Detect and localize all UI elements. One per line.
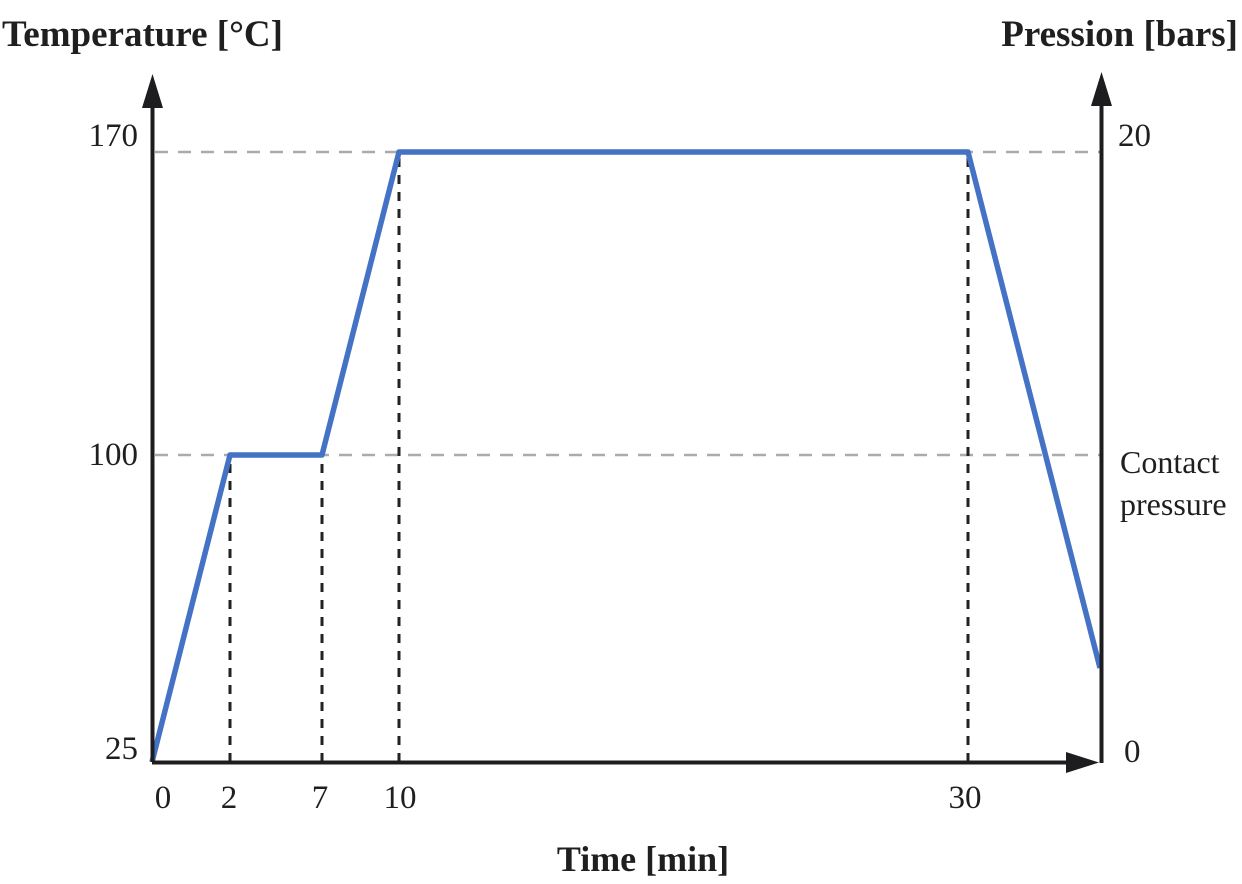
- temperature-axis-title: Temperature [°C]: [2, 14, 283, 55]
- pressure-axis-title: Pression [bars]: [1001, 14, 1238, 55]
- temp-tick-170: 170: [88, 118, 139, 154]
- temperature-axis: [142, 74, 163, 762]
- temperature-axis-arrow-icon: [142, 74, 163, 108]
- temp-tick-100: 100: [88, 437, 139, 473]
- time-tick-10: 10: [383, 780, 417, 816]
- temp-tick-25: 25: [105, 731, 138, 767]
- time-tick-0: 0: [154, 780, 172, 816]
- time-axis-title: Time [min]: [556, 839, 730, 879]
- time-tick-2: 2: [220, 780, 238, 816]
- contact-pressure-annotation: Contact pressure: [1120, 444, 1227, 522]
- pressure-axis: [1091, 72, 1112, 763]
- temperature-profile-curve: [149, 149, 1103, 763]
- pressure-tick-20: 20: [1118, 118, 1151, 154]
- time-axis: [152, 752, 1099, 773]
- time-axis-arrow-icon: [1066, 752, 1099, 773]
- pressure-tick-0: 0: [1124, 734, 1141, 770]
- pressure-axis-arrow-icon: [1091, 72, 1112, 106]
- time-tick-30: 30: [948, 780, 982, 816]
- time-tick-7: 7: [311, 780, 329, 816]
